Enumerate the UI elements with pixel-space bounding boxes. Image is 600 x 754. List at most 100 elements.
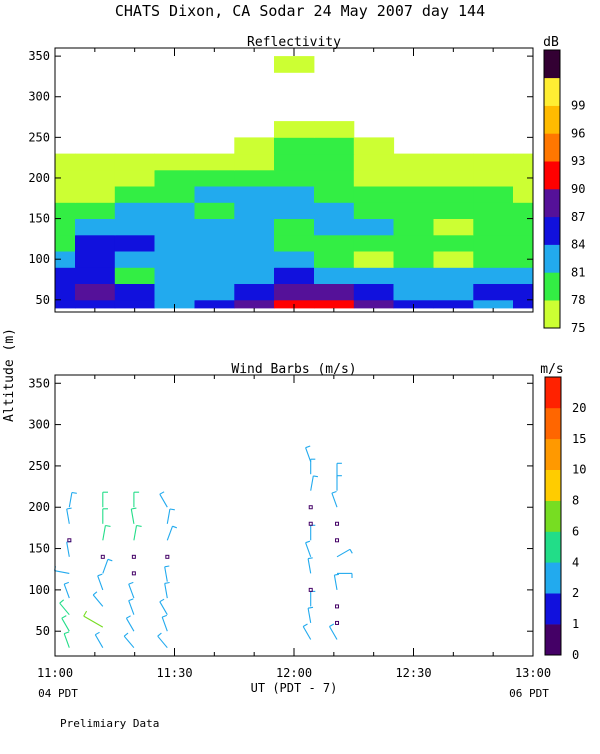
reflectivity-cell — [314, 251, 355, 268]
reflectivity-cell — [114, 299, 156, 309]
reflectivity-cell — [55, 234, 76, 252]
reflectivity-colorbar-swatch — [544, 272, 560, 301]
wind-calm-marker — [308, 505, 313, 510]
wind-barb-flag — [334, 573, 339, 576]
wind-barb-staff — [336, 548, 351, 558]
wind-colorbar-swatch — [545, 438, 561, 470]
reflectivity-cell — [55, 267, 76, 284]
reflectivity-cell — [75, 267, 116, 284]
wind-barb-staff — [125, 617, 135, 632]
wind-barb-flag — [159, 491, 165, 495]
reflectivity-colorbar-frame — [543, 49, 561, 329]
wind-calm-marker — [165, 554, 170, 559]
reflectivity-cell — [234, 251, 275, 268]
time-tick-label: 12:00 — [276, 666, 312, 680]
wind-barb-staff — [305, 447, 312, 462]
reflectivity-cell — [314, 169, 355, 187]
right-local-time-note: 06 PDT — [509, 687, 549, 700]
reflectivity-y-tick-label: 350 — [28, 49, 50, 63]
reflectivity-cell — [473, 299, 514, 309]
wind-barb-flag — [159, 598, 165, 603]
reflectivity-cell — [433, 267, 474, 284]
wind-barb-flag — [157, 632, 162, 637]
reflectivity-cell — [114, 202, 156, 219]
wind-barb-staff — [66, 508, 70, 524]
reflectivity-cell — [393, 169, 434, 187]
reflectivity-cell — [154, 283, 195, 301]
reflectivity-cell — [154, 169, 195, 187]
figure-title: CHATS Dixon, CA Sodar 24 May 2007 day 14… — [115, 2, 485, 20]
reflectivity-y-tick-label: 100 — [28, 252, 50, 266]
reflectivity-colorbar-tick-label: 99 — [571, 99, 585, 113]
preliminary-data-note: Prelimiary Data — [60, 717, 159, 730]
wind-barb-flag — [313, 475, 318, 478]
reflectivity-cell — [473, 202, 514, 219]
wind-colorbar-swatch — [545, 469, 561, 501]
reflectivity-cell — [353, 218, 395, 236]
reflectivity-cell — [353, 299, 395, 309]
wind-colorbar-swatch — [545, 593, 561, 625]
wind-barb-staff — [133, 525, 138, 541]
wind-barbs — [54, 445, 353, 649]
reflectivity-cell — [55, 218, 76, 236]
wind-calm-marker — [67, 538, 72, 543]
reflectivity-cell — [194, 267, 235, 284]
reflectivity-cell — [114, 218, 156, 236]
reflectivity-y-tick-label: 200 — [28, 171, 50, 185]
reflectivity-cell — [274, 267, 315, 284]
reflectivity-cell — [234, 186, 275, 203]
reflectivity-cell — [314, 283, 355, 301]
reflectivity-cell — [55, 283, 76, 301]
time-axis-label: UT (PDT - 7) — [251, 681, 338, 695]
reflectivity-cell — [513, 202, 534, 219]
reflectivity-cell — [314, 218, 355, 236]
wind-colorbar-tick-label: 0 — [572, 648, 579, 662]
reflectivity-cell — [353, 169, 395, 187]
reflectivity-cell — [75, 299, 116, 309]
reflectivity-y-tick-label: 300 — [28, 90, 50, 104]
reflectivity-colorbar-tick-label: 90 — [571, 182, 585, 196]
wind-barb-staff — [123, 635, 135, 649]
wind-barb-staff — [97, 575, 104, 591]
wind-barb-flag — [172, 525, 177, 529]
reflectivity-cell — [194, 202, 235, 219]
wind-barb-flag — [349, 549, 353, 554]
reflectivity-cell — [473, 251, 514, 268]
wind-barb-staff — [331, 492, 338, 508]
reflectivity-colorbar-swatch — [544, 50, 560, 79]
reflectivity-y-axis: 50 100 150 200 250 300 350 — [28, 49, 533, 307]
wind-barb-flag — [131, 507, 137, 510]
wind-x-axis — [54, 375, 534, 656]
reflectivity-cell — [234, 202, 275, 219]
wind-barb-flag — [128, 598, 134, 602]
reflectivity-cell — [194, 153, 235, 171]
wind-barb-staff — [92, 594, 104, 607]
wind-colorbar-tick-label: 20 — [572, 401, 586, 415]
reflectivity-plot-frame — [54, 47, 534, 313]
wind-barb-staff — [159, 493, 168, 508]
reflectivity-cell — [433, 283, 474, 301]
reflectivity-cell — [314, 121, 355, 138]
reflectivity-cell — [194, 299, 235, 309]
reflectivity-cell — [55, 153, 76, 171]
reflectivity-cell — [513, 267, 534, 284]
reflectivity-cell — [274, 234, 315, 252]
wind-colorbar-swatch — [545, 407, 561, 440]
wind-barb-staff — [54, 570, 70, 574]
reflectivity-cell — [513, 283, 534, 301]
reflectivity-cell — [274, 56, 315, 73]
reflectivity-cell — [75, 251, 116, 268]
wind-barb-staff — [83, 615, 104, 628]
wind-barb-flag — [169, 508, 175, 511]
reflectivity-cell — [274, 186, 315, 203]
reflectivity-cell — [393, 251, 434, 268]
wind-y-tick-label: 50 — [36, 624, 50, 638]
reflectivity-cell — [353, 267, 395, 284]
wind-barb-staff — [128, 600, 135, 615]
reflectivity-cell — [393, 267, 434, 284]
wind-y-tick-label: 100 — [28, 583, 50, 597]
wind-colorbar: 0 1 2 4 6 8 10 15 20 — [545, 377, 586, 662]
reflectivity-colorbar-unit: dB — [543, 35, 559, 50]
wind-colorbar-unit: m/s — [540, 362, 563, 377]
